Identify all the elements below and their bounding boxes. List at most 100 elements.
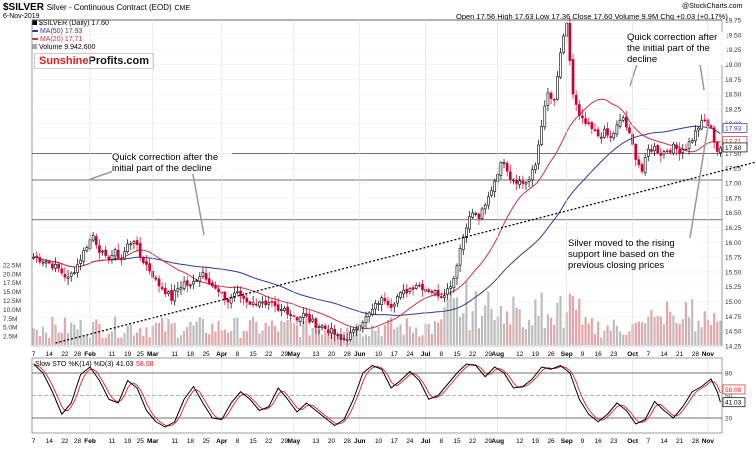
candle-body [295,317,299,321]
x-tick-label: 8 [439,438,443,445]
candle-body [35,255,39,258]
candle-body [402,289,405,295]
candle-body [405,288,409,294]
x-tick-label: 8 [236,438,240,445]
candle-body [176,288,180,292]
volume-bar [201,318,205,345]
candle-body [298,316,302,322]
volume-bar [669,311,672,345]
volume-bar [154,322,157,345]
candle-body [712,127,716,143]
candle-body [468,216,471,230]
candle-body [57,263,60,269]
candle-body [261,301,264,304]
candle-body [116,249,120,259]
candle-body [201,271,205,277]
price-tick-label: 14.75 [725,314,742,321]
volume-bar [480,316,484,345]
annotation-left: Quick correction after the initial part … [112,152,232,174]
candle-body [192,280,195,285]
volume-bar [377,326,380,345]
volume-bar [433,321,437,345]
candle-body [267,302,271,305]
sto-d-value: 58.08 [136,361,154,368]
candle-body [41,261,45,264]
volume-bar [603,330,606,345]
volume-bar [223,329,226,345]
volume-bar [123,333,126,345]
x-tick-label: Mar [147,351,159,358]
legend-main-label: $SILVER (Daily) 17.60 [38,20,109,27]
x-tick-label: 20 [328,438,336,445]
x-tick-label: 18 [187,351,195,358]
candle-body [377,303,380,305]
x-tick-label: 26 [547,351,555,358]
candle-body [618,119,622,127]
candle-body [389,304,393,308]
candle-body [333,328,336,335]
candle-body [167,291,170,294]
x-tick-label: 28 [344,438,352,445]
candle-body [596,129,600,137]
candle-body [51,263,54,269]
volume-bar [590,318,593,345]
volume-bar [628,331,631,345]
candle-body [612,133,616,139]
volume-bar [622,334,625,345]
candle-body [455,265,459,279]
x-tick-label: 7 [32,351,36,358]
volume-bar [549,317,553,345]
rising-support-line [55,161,756,344]
candle-body [336,334,340,336]
volume-bar [110,331,114,345]
volume-bar [687,317,691,345]
volume-bar [267,325,270,345]
x-tick-label: 18 [187,438,195,445]
candle-body [311,318,315,322]
candle-body [399,292,402,298]
volume-bar [575,309,578,345]
volume-bar [578,298,581,345]
x-tick-label: 22 [265,438,273,445]
candle-body [264,300,267,306]
volume-bar [465,281,468,345]
candle-body [546,92,550,106]
candle-body [82,250,86,262]
price-tick-label: 14.25 [725,344,742,351]
price-tick-label: 19.00 [725,62,742,69]
candle-body [646,148,650,157]
volume-bar [612,319,615,345]
candle-body [91,234,95,241]
x-tick-label: 25 [137,351,145,358]
volume-tick-label: 22.5M [3,262,21,269]
volume-bar [418,336,421,345]
x-tick-label: 22 [61,438,69,445]
candle-body [634,144,638,160]
volume-bar [57,332,60,345]
candle-body [148,263,151,272]
volume-bar [540,292,543,345]
volume-bar [393,329,396,345]
volume-bar [239,337,242,345]
x-tick-label: May [288,438,301,445]
x-tick-label: 19 [532,351,540,358]
candle-body [73,272,76,274]
x-tick-label: 14 [46,438,54,445]
candle-body [198,276,202,282]
candle-body [662,151,666,155]
volume-bar [167,319,170,345]
volume-tick-label: 2.5M [3,334,17,341]
candle-body [386,300,390,306]
candle-body [120,258,123,261]
candle-body [170,290,173,301]
volume-bar [164,331,167,345]
candle-body [527,179,531,182]
candle-body [392,303,396,307]
candle-body [703,119,707,122]
x-tick-label: Jun [354,438,366,445]
volume-bar [324,330,327,345]
candle-body [323,325,327,329]
ohlc-summary: Open 17.56 High 17.63 Low 17.36 Close 17… [456,12,728,21]
candle-body [107,256,111,260]
legend-main: $SILVER (Daily) 17.60 [32,20,109,27]
